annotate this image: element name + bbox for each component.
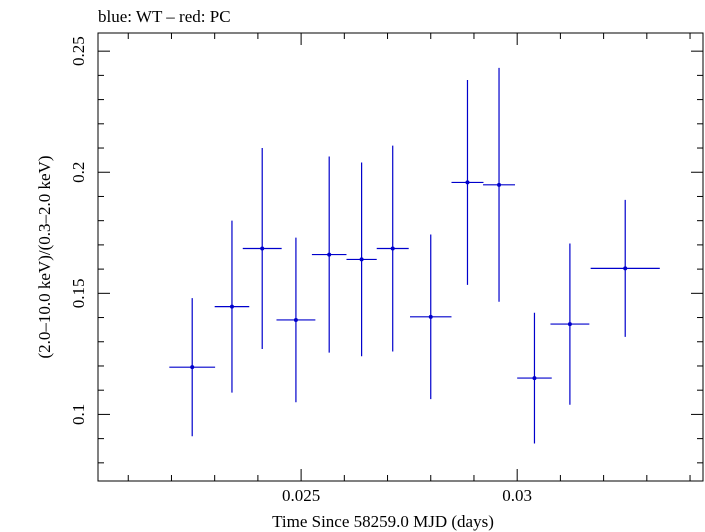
data-point	[390, 246, 395, 251]
data-point	[497, 182, 502, 187]
y-tick-label: 0.1	[69, 404, 88, 425]
x-axis-title: Time Since 58259.0 MJD (days)	[272, 512, 494, 531]
plot-area: 0.025 0.03 0.1 0.15 0.2 0.25	[69, 32, 704, 505]
y-tick-label: 0.15	[69, 278, 88, 308]
data-point	[567, 322, 572, 327]
data-point	[359, 257, 364, 262]
data-point	[229, 304, 234, 309]
data-point	[428, 314, 433, 319]
data-point	[532, 376, 537, 381]
plot-frame	[97, 32, 704, 482]
y-axis-title: (2.0–10.0 keV)/(0.3–2.0 keV)	[35, 155, 54, 358]
data-point	[465, 180, 470, 185]
y-tick-label: 0.25	[69, 36, 88, 66]
data-point	[623, 266, 628, 271]
data-point	[327, 252, 332, 257]
chart-title: blue: WT – red: PC	[98, 7, 231, 26]
y-tick-label: 0.2	[69, 162, 88, 183]
x-tick-label: 0.03	[502, 486, 532, 505]
data-point	[260, 246, 265, 251]
data-point	[293, 317, 298, 322]
x-tick-label: 0.025	[282, 486, 320, 505]
data-point	[190, 365, 195, 370]
